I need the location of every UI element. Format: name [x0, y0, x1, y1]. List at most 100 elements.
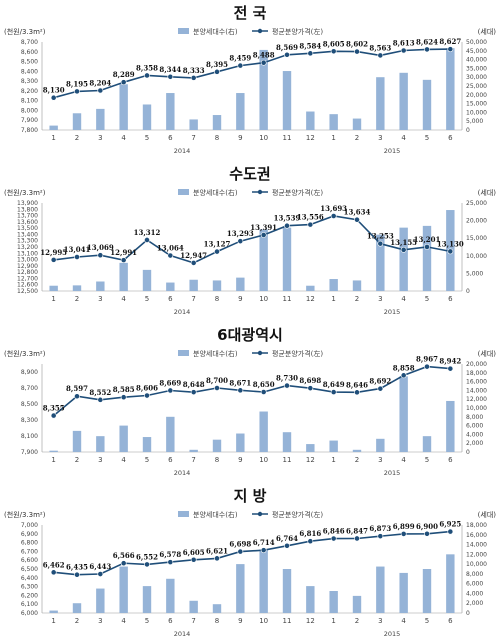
left-axis-tick-label: 13,900	[17, 200, 38, 207]
line-point-marker	[330, 389, 337, 395]
right-axis-tick-label: 0	[466, 288, 470, 295]
data-label: 8,344	[159, 65, 181, 74]
data-label: 8,204	[89, 78, 111, 87]
data-label: 8,606	[136, 384, 158, 393]
line-point-marker	[260, 59, 267, 66]
line-point-marker	[120, 560, 127, 567]
line-point-marker	[214, 68, 220, 75]
data-label: 12,947	[180, 251, 207, 260]
legend-marker-line	[257, 189, 263, 195]
left-axis-tick-label: 12,500	[17, 288, 38, 295]
data-label: 8,552	[89, 388, 111, 397]
line-point-marker	[167, 559, 174, 566]
left-axis-tick-label: 7,800	[21, 127, 38, 134]
bar-mark	[259, 411, 268, 452]
line-point-marker	[97, 252, 104, 259]
right-axis-tick-label: 4,000	[466, 590, 483, 597]
bar-mark	[446, 554, 455, 613]
line-point-marker	[190, 556, 197, 563]
data-label: 6,462	[43, 560, 65, 569]
right-axis-tick-label: 0	[466, 127, 470, 134]
x-axis-tick-label: 3	[378, 134, 382, 142]
x-axis-tick-label: 2	[355, 456, 359, 464]
left-axis-tick-label: 6,600	[21, 557, 38, 564]
right-axis-tick-label: 12,000	[466, 551, 487, 558]
data-label: 8,130	[43, 86, 65, 95]
data-label: 13,556	[297, 213, 324, 222]
right-axis-tick-label: 5,000	[466, 118, 483, 125]
bar-mark	[189, 600, 198, 613]
left-axis-tick-label: 6,900	[21, 531, 38, 538]
line-point-marker	[424, 244, 430, 250]
left-axis-tick-label: 13,500	[17, 225, 38, 232]
x-axis-tick-label: 2	[75, 295, 79, 303]
data-label: 6,873	[369, 524, 391, 533]
left-axis-tick-label: 13,800	[17, 206, 38, 213]
data-label: 8,942	[439, 357, 461, 366]
right-axis-tick-label: 10,000	[466, 109, 487, 116]
x-axis-tick-label: 9	[238, 617, 242, 625]
bar-mark	[212, 439, 222, 452]
line-point-marker	[424, 530, 430, 537]
data-label: 8,358	[136, 63, 158, 72]
line-point-marker	[307, 538, 314, 545]
chart-svg-nationwide: 전 국 (천원/3.3m²) (세대) 분양세대수(右) 평균분양가격(左) 7,800 7…	[4, 4, 496, 155]
left-axis-unit: (천원/3.3m²)	[4, 188, 46, 197]
x-axis-tick-label: 5	[425, 295, 429, 303]
left-axis-tick-label: 7,900	[21, 449, 38, 456]
data-label: 12,995	[40, 248, 67, 257]
bar-mark	[422, 225, 432, 291]
x-axis-tick-label: 5	[145, 456, 149, 464]
data-label: 8,195	[66, 79, 88, 88]
x-axis-tick-label: 8	[215, 295, 219, 303]
line-point-marker	[260, 389, 267, 395]
data-label: 6,764	[276, 534, 298, 543]
bar-mark	[329, 440, 338, 452]
x-axis-year-label: 2014	[174, 308, 191, 316]
line-point-marker	[284, 382, 290, 389]
bar-mark	[142, 104, 152, 130]
left-axis-tick-label: 8,500	[21, 59, 38, 66]
bar-mark	[119, 262, 128, 291]
bar-mark	[236, 564, 245, 613]
bar-mark	[166, 93, 175, 130]
x-axis-tick-label: 12	[306, 456, 315, 464]
chart-title: 지 방	[234, 487, 267, 505]
bar-mark	[166, 282, 175, 291]
x-axis-tick-label: 3	[378, 295, 382, 303]
x-axis-tick-label: 10	[259, 295, 268, 303]
left-axis-tick-label: 8,000	[21, 107, 38, 114]
legend-label-line: 평균분양가격(左)	[272, 27, 323, 36]
left-axis-tick-label: 8,700	[21, 39, 38, 46]
x-axis-tick-label: 12	[306, 617, 315, 625]
legend-swatch-bar	[178, 350, 189, 356]
x-axis-year-label: 2015	[384, 308, 401, 316]
chart-title: 수도권	[229, 165, 270, 183]
data-label: 6,899	[393, 522, 415, 531]
x-axis-tick-label: 1	[331, 134, 335, 142]
x-axis-tick-label: 6	[448, 617, 453, 625]
left-axis-tick-label: 12,700	[17, 275, 38, 282]
legend-label-bar: 분양세대수(右)	[193, 27, 238, 36]
x-axis-tick-label: 3	[98, 617, 102, 625]
bar-mark	[352, 449, 362, 452]
legend-label-bar: 분양세대수(右)	[193, 188, 238, 197]
data-label: 13,539	[274, 214, 301, 223]
chart-svg-capital-area: 수도권 (천원/3.3m²) (세대) 분양세대수(右) 평균분양가격(左) 12,500…	[4, 165, 496, 316]
left-axis-tick-label: 8,700	[21, 385, 38, 392]
x-axis-year-label: 2015	[384, 630, 401, 638]
legend-swatch-bar	[178, 28, 189, 34]
line-point-marker	[214, 248, 220, 255]
right-axis-tick-label: 15,000	[466, 235, 487, 242]
left-axis-tick-label: 13,100	[17, 250, 38, 257]
data-label: 6,605	[183, 548, 205, 557]
data-label: 8,333	[183, 66, 205, 75]
x-axis-tick-label: 7	[191, 295, 195, 303]
legend-label-bar: 분양세대수(右)	[193, 349, 238, 358]
bar-mark	[376, 234, 385, 291]
bar-mark	[399, 572, 408, 613]
x-axis-tick-label: 3	[378, 456, 382, 464]
line-point-marker	[50, 569, 57, 576]
legend-marker-line	[257, 511, 263, 517]
right-axis-tick-label: 4,000	[466, 431, 483, 438]
